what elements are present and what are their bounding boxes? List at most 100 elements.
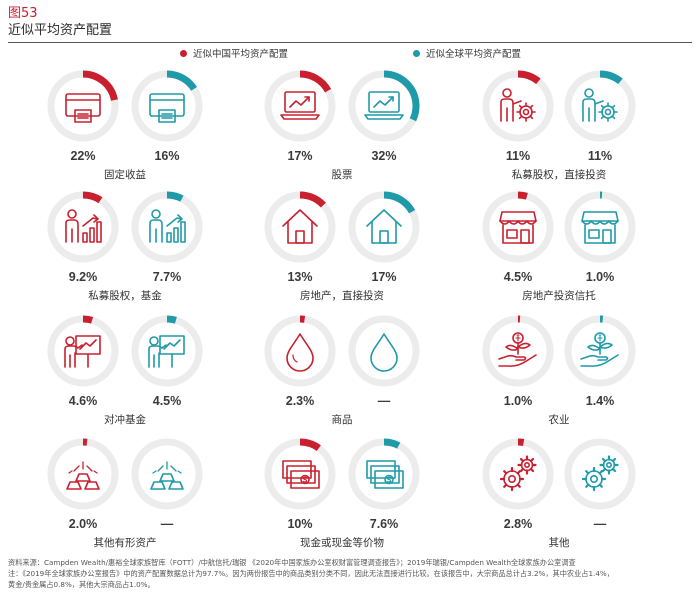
donut-arc-global	[564, 191, 636, 263]
laptop-chart-icon	[280, 91, 320, 120]
credit-card-icon	[149, 93, 185, 123]
donut-china	[43, 187, 123, 267]
donut-svg	[482, 438, 554, 510]
donut-arc-global	[564, 315, 636, 387]
note-line-continued: 黄金/贵金属占0.8%，其他大宗商品占1.0%。	[8, 580, 155, 589]
donut-svg	[348, 315, 420, 387]
donut-china	[43, 311, 123, 391]
laptop-chart-icon	[364, 91, 404, 120]
person-gear-icon	[500, 88, 536, 122]
donut-arc-china	[264, 438, 336, 510]
value-label-china: 17%	[287, 149, 313, 163]
donut-global	[127, 187, 207, 267]
donut-arc-global	[348, 70, 420, 142]
category-label: 房地产投资信托	[522, 290, 596, 302]
donut-track	[348, 438, 420, 510]
donut-svg	[482, 191, 554, 263]
value-label-china: 10%	[287, 517, 313, 531]
category-label: 其他	[548, 537, 570, 549]
source-notes: 资料来源：Campden Wealth/惠裕全球家族智库（FOTT）/中航信托/…	[8, 557, 692, 590]
category-label: 其他有形资产	[93, 537, 157, 549]
value-label-global: 4.5%	[152, 394, 182, 408]
donut-global	[127, 311, 207, 391]
donut-arc-china	[264, 315, 336, 387]
presenter-board-icon	[148, 335, 185, 368]
donut-svg	[564, 70, 636, 142]
value-label-global: 11%	[587, 149, 613, 163]
donut-arc-china	[264, 191, 336, 263]
donut-arc-china	[47, 438, 119, 510]
category-label: 固定收益	[104, 169, 146, 181]
legend-dot-global	[413, 49, 420, 57]
donut-svg	[131, 191, 203, 263]
value-label-china: 2.8%	[503, 517, 533, 531]
person-growth-icon	[149, 209, 186, 243]
gold-bars-icon	[66, 461, 100, 490]
donut-svg	[482, 70, 554, 142]
header-divider	[8, 42, 692, 43]
value-label-global: —	[377, 394, 391, 408]
donut-track	[564, 438, 636, 510]
credit-card-icon	[65, 93, 101, 123]
donut-arc-china	[482, 438, 554, 510]
donut-arc-china	[47, 315, 119, 387]
donut-grid: 22% 16% 固定收益 17% 32% 股票 11% 11% 私募股权，直接投资 9.2% 7.7…	[43, 66, 640, 549]
donut-global	[560, 66, 640, 146]
donut-china	[260, 434, 340, 514]
donut-china	[43, 66, 123, 146]
hand-plant-icon	[580, 332, 619, 367]
value-label-global: 1.4%	[585, 394, 615, 408]
donut-china	[478, 311, 558, 391]
value-label-global: —	[160, 517, 174, 531]
donut-global	[127, 66, 207, 146]
donut-svg	[564, 438, 636, 510]
value-label-global: 7.6%	[369, 517, 399, 531]
donut-track	[264, 315, 336, 387]
donut-track	[131, 315, 203, 387]
person-gear-icon	[582, 88, 618, 122]
donut-arc-global	[564, 70, 636, 142]
droplet-icon	[370, 333, 398, 372]
donut-svg	[348, 70, 420, 142]
value-label-global: —	[593, 517, 607, 531]
donut-china	[478, 187, 558, 267]
donut-svg	[264, 438, 336, 510]
category-label: 农业	[548, 414, 570, 426]
category-label: 对冲基金	[104, 414, 146, 426]
donut-global	[560, 311, 640, 391]
house-icon	[366, 209, 402, 244]
donut-svg	[564, 315, 636, 387]
donut-global	[560, 434, 640, 514]
category-label: 商品	[331, 414, 353, 426]
category-label: 股票	[331, 169, 353, 181]
legend-item-china: 近似中国平均资产配置	[180, 46, 288, 60]
cash-stack-icon	[366, 460, 404, 489]
donut-arc-global	[348, 438, 420, 510]
figure-header: 图53 近似平均资产配置	[8, 6, 692, 39]
gears-icon	[581, 455, 619, 492]
source-line: 资料来源：Campden Wealth/惠裕全球家族智库（FOTT）/中航信托/…	[8, 558, 576, 567]
storefront-icon	[581, 211, 619, 244]
donut-track	[482, 191, 554, 263]
donut-svg	[264, 191, 336, 263]
donut-global	[344, 434, 424, 514]
donut-arc-china	[482, 70, 554, 142]
note-line: 注：《2019年全球家族办公室报告》中的资产配置数据总计为97.7%。因为两份报…	[8, 569, 614, 578]
value-label-china: 2.0%	[68, 517, 98, 531]
legend-label-china: 近似中国平均资产配置	[193, 49, 289, 60]
cash-stack-icon	[282, 460, 320, 489]
donut-arc-global	[131, 70, 203, 142]
value-label-global: 16%	[154, 149, 180, 163]
donut-track	[348, 315, 420, 387]
donut-svg	[482, 315, 554, 387]
donut-track	[131, 438, 203, 510]
donut-china	[43, 434, 123, 514]
donut-track	[131, 191, 203, 263]
donut-track	[47, 191, 119, 263]
donut-track	[564, 70, 636, 142]
donut-china	[260, 311, 340, 391]
category-label: 现金或现金等价物	[300, 537, 384, 549]
value-label-global: 17%	[371, 270, 397, 284]
donut-svg	[348, 438, 420, 510]
donut-svg	[348, 191, 420, 263]
